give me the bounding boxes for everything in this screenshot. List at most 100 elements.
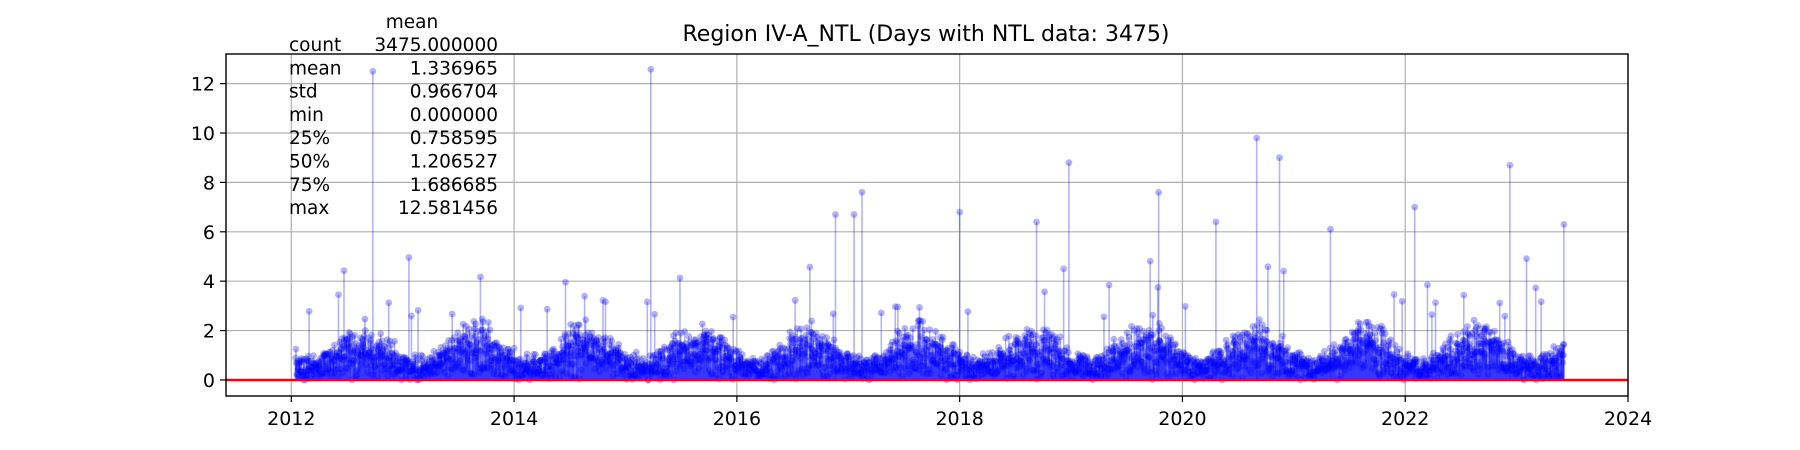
data-point <box>504 345 512 353</box>
data-point <box>567 320 575 328</box>
data-point <box>428 363 436 371</box>
data-point <box>437 352 444 360</box>
data-point <box>708 327 715 335</box>
grid <box>226 54 1629 396</box>
data-point <box>470 347 477 355</box>
data-point <box>506 360 514 368</box>
data-point <box>450 348 458 356</box>
data-point <box>365 350 373 358</box>
data-point <box>388 357 396 365</box>
data-point <box>554 350 561 358</box>
data-point <box>580 339 587 347</box>
data-point <box>368 331 375 339</box>
data-point <box>292 359 300 367</box>
data-point <box>437 351 445 358</box>
data-point <box>489 341 497 349</box>
data-point <box>426 365 433 373</box>
data-point <box>469 349 477 357</box>
data-point <box>378 353 386 361</box>
data-point <box>518 361 525 368</box>
data-point <box>527 371 535 378</box>
data-point <box>300 371 308 379</box>
data-point <box>342 335 350 343</box>
data-point <box>364 352 372 360</box>
data-point <box>385 366 393 374</box>
data-point <box>357 352 365 359</box>
data-point <box>454 359 462 367</box>
data-point <box>384 356 392 364</box>
data-point <box>475 369 483 376</box>
data-point <box>504 345 512 353</box>
data-point <box>431 356 439 364</box>
data-point <box>558 367 566 375</box>
data-point <box>459 320 467 328</box>
data-point <box>412 367 420 375</box>
data-point <box>565 342 572 350</box>
data-point <box>525 367 533 375</box>
data-point <box>340 353 348 361</box>
data-point <box>527 360 535 368</box>
data-point <box>830 336 838 344</box>
data-point <box>379 347 387 354</box>
data-point <box>579 344 587 352</box>
data-point <box>467 342 475 349</box>
data-point <box>501 351 509 359</box>
data-point <box>519 362 527 370</box>
data-point <box>482 350 490 357</box>
data-point <box>508 349 516 357</box>
data-point <box>317 371 325 379</box>
data-point <box>298 369 306 377</box>
data-point <box>442 348 450 356</box>
data-point <box>446 345 454 353</box>
data-point <box>409 367 417 374</box>
data-point <box>439 365 447 373</box>
data-point <box>368 354 376 361</box>
data-point <box>738 351 746 358</box>
data-point <box>392 349 400 357</box>
data-point <box>323 359 331 367</box>
data-point <box>536 357 543 365</box>
data-point <box>331 368 339 376</box>
data-point <box>358 348 366 355</box>
data-point <box>427 368 435 376</box>
data-point <box>472 340 480 347</box>
data-point <box>544 364 551 371</box>
data-point <box>443 354 451 362</box>
data-point <box>500 344 507 352</box>
data-point <box>423 356 431 364</box>
data-point <box>446 355 454 363</box>
data-point <box>306 358 314 365</box>
data-point <box>431 360 439 368</box>
data-point <box>346 360 354 368</box>
data-point <box>462 347 470 355</box>
data-point <box>351 346 359 354</box>
data-point <box>550 347 558 355</box>
data-point <box>296 356 304 364</box>
data-point <box>373 373 381 381</box>
data-point <box>787 364 795 372</box>
data-point <box>487 345 495 353</box>
data-point <box>478 363 486 371</box>
data-point <box>375 338 383 346</box>
data-point <box>377 367 385 375</box>
data-point <box>409 360 417 368</box>
data-point <box>360 337 367 345</box>
data-point <box>370 355 378 363</box>
data-point <box>500 363 508 371</box>
data-point <box>588 354 595 362</box>
data-point <box>458 348 466 356</box>
data-point <box>542 354 550 362</box>
data-point <box>496 344 503 352</box>
data-point <box>572 331 580 339</box>
data-point <box>343 365 351 372</box>
data-point <box>493 342 501 350</box>
data-point <box>402 354 410 362</box>
data-point <box>573 333 580 341</box>
data-point <box>525 360 533 368</box>
data-point <box>564 360 572 368</box>
data-point <box>443 347 451 355</box>
data-point <box>446 344 454 351</box>
data-point <box>539 367 547 375</box>
data-point <box>458 347 466 355</box>
